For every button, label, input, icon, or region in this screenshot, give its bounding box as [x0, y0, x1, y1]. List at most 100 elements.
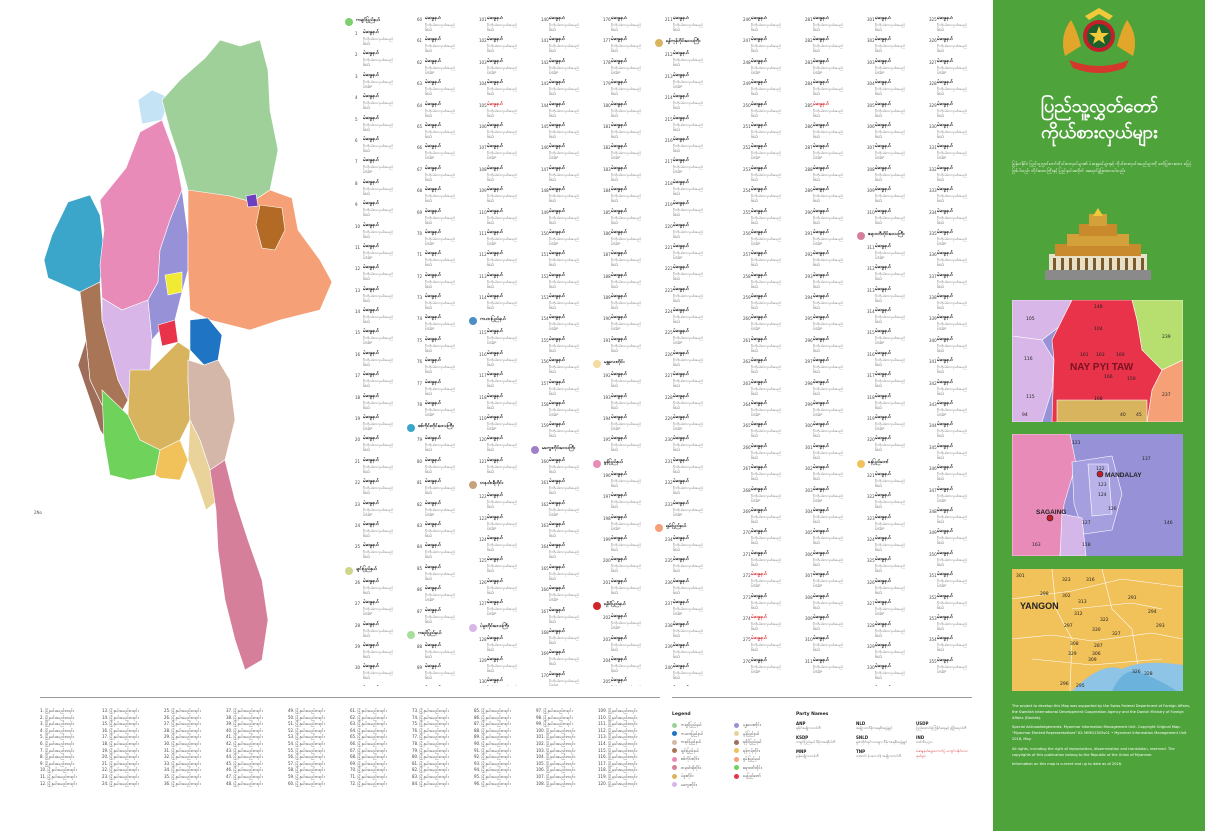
party-code: USDP	[916, 721, 929, 726]
constituency-number: 205	[603, 679, 611, 685]
constituency-name: မဲဆန္ဒနယ်	[363, 158, 379, 164]
constituency-number: 314	[867, 309, 875, 315]
candidate-name: ဦးကိုယ်စားလှယ်အမည်	[549, 365, 580, 370]
constituency-entry: 183 မဲဆန္ဒနယ် ဦးကိုယ်စားလှယ်အမည် NLD	[593, 166, 655, 185]
constituency-name: မဲဆန္ဒနယ်	[611, 471, 627, 477]
constituency-name: မဲဆန္ဒနယ်	[425, 58, 441, 64]
party-code: NLD	[813, 220, 821, 225]
candidate-name: ဦးကိုယ်စားလှယ်အမည်	[751, 279, 782, 284]
constituency-number: 193	[603, 394, 611, 400]
constituency-entry: 330 မဲဆန္ဒနယ် ဦးကိုယ်စားလှယ်အမည် NLD	[857, 664, 919, 683]
constituency-number: 163	[541, 522, 549, 528]
township-index-item: 45. မြို့နယ်အမည်စာရင်း	[226, 760, 263, 766]
constituency-number: 21	[355, 458, 361, 464]
candidate-name: ဦးကိုယ်စားလှယ်အမည်	[549, 44, 580, 49]
constituency-number: 330	[867, 665, 875, 671]
region-dot	[345, 566, 353, 575]
constituency-number: 216	[665, 137, 673, 143]
candidate-name: ဦးကိုယ်စားလှယ်အမည်	[363, 79, 394, 84]
constituency-name: မဲဆန္ဒနယ်	[937, 550, 953, 556]
constituency-entry: 124 မဲဆန္ဒနယ် ဦးကိုယ်စားလှယ်အမည် NLD	[469, 536, 531, 555]
candidate-name: ဦးကိုယ်စားလှယ်အမည်	[611, 621, 642, 626]
township-index-item: 99. မြို့နယ်အမည်စာရင်း	[536, 721, 573, 727]
candidate-name: ဦးကိုယ်စားလှယ်အမည်	[937, 108, 968, 113]
constituency-name: မဲဆန္ဒနယ်	[813, 443, 829, 449]
constituency-name: မဲဆန္ဒနယ်	[875, 514, 891, 520]
candidate-name: ဦးကိုယ်စားလှယ်အမည်	[937, 365, 968, 370]
intro-paragraph: မြန်မာနိုင်ငံ ပြည်သူ့လွှတ်တော်ကိုယ်စားလှ…	[1012, 161, 1192, 173]
township-index: 1. မြို့နယ်အမည်စာရင်း 2. မြို့နယ်အမည်စာရင…	[40, 708, 660, 798]
constituency-number: 286	[805, 123, 813, 129]
candidate-name: ဦးကိုယ်စားလှယ်အမည်	[611, 400, 642, 405]
candidate-name: ဦးကိုယ်စားလှယ်အမည်	[813, 236, 844, 241]
constituency-entry: 293 မဲဆန္ဒနယ် ဦးကိုယ်စားလှယ်အမည် NLD	[795, 273, 857, 292]
region-heading: စစ်ကိုင်းတိုင်းဒေသကြီး	[407, 422, 469, 436]
candidate-name: ဦးကိုယ်စားလှယ်အမည်	[363, 315, 394, 320]
inset-constituency-number: 329	[1068, 651, 1077, 657]
township-index-item: 34. မြို့နယ်အမည်စာရင်း	[164, 767, 201, 773]
constituency-entry: 306 မဲဆန္ဒနယ် ဦးကိုယ်စားလှယ်အမည် NLD	[857, 123, 919, 142]
constituency-entry: 232 မဲဆန္ဒနယ် ဦးကိုယ်စားလှယ်အမည် NLD	[655, 479, 717, 498]
constituency-entry: 218 မဲဆန္ဒနယ် ဦးကိုယ်စားလှယ်အမည် NLD	[655, 180, 717, 199]
region-yangon	[154, 439, 189, 481]
candidate-name: ဦးကိုယ်စားလှယ်အမည်	[813, 44, 844, 49]
constituency-entry: 189 မဲဆန္ဒနယ် ဦးကိုယ်စားလှယ်အမည် NLD	[593, 294, 655, 313]
constituency-entry: 292 မဲဆန္ဒနယ် ဦးကိုယ်စားလှယ်အမည် NLD	[795, 251, 857, 270]
party-code: NLD	[813, 370, 821, 375]
constituency-number: 303	[867, 59, 875, 65]
inset-constituency-number: 239	[1162, 334, 1171, 340]
party-code: NLD	[673, 277, 681, 282]
candidate-name: ဦးကိုယ်စားလှယ်အမည်	[751, 236, 782, 241]
constituency-entry: 101 မဲဆန္ဒနယ် ဦးကိုယ်စားလှယ်အမည် NLD	[469, 16, 531, 35]
constituency-name: မဲဆန္ဒနယ်	[875, 16, 891, 21]
candidate-name: ဦးကိုယ်စားလှယ်အမည်	[487, 65, 518, 70]
legend-label: ရန်ကုန်တိုင်း	[743, 747, 760, 753]
constituency-name: မဲဆန္ဒနယ်	[751, 443, 767, 449]
candidate-name: ဦးကိုယ်စားလှယ်အမည်	[875, 628, 906, 633]
party-code: NLD	[549, 306, 557, 311]
constituency-entry: 329 မဲဆန္ဒနယ် ဦးကိုယ်စားလှယ်အမည် NLD	[857, 643, 919, 662]
constituency-name: မဲဆန္ဒနယ်	[875, 600, 891, 606]
party-code: NLD	[875, 220, 883, 225]
party-code: USDP	[937, 413, 947, 418]
candidate-name: ဦးကိုယ်စားလှယ်အမည်	[673, 400, 704, 405]
party-code: NLD	[363, 127, 371, 132]
constituency-name: မဲဆန္ဒနယ်	[611, 251, 627, 257]
constituency-name: မဲဆန္ဒနယ်	[549, 671, 565, 677]
constituency-entry: 140 မဲဆန္ဒနယ် ဦးကိုယ်စားလှယ်အမည် NLD	[531, 16, 593, 35]
candidate-name: ဦးကိုယ်စားလှယ်အမည်	[611, 301, 642, 306]
inset-constituency-number: 45	[1136, 412, 1142, 418]
constituency-entry: 345 မဲဆန္ဒနယ် ဦးကိုယ်စားလှယ်အမည် NLD	[919, 444, 975, 463]
constituency-number: 215	[665, 116, 673, 122]
party-code: USDP	[487, 241, 497, 246]
constituency-name: မဲဆန္ဒနယ်	[937, 657, 953, 663]
constituency-number: 309	[867, 188, 875, 194]
constituency-number: 342	[929, 380, 937, 386]
party-code: NLD	[673, 106, 681, 111]
constituency-number: 324	[867, 536, 875, 542]
inset-constituency-number: 309	[1088, 657, 1097, 663]
constituency-entry: 235 မဲဆန္ဒနယ် ဦးကိုယ်စားလှယ်အမည် NLD	[655, 557, 717, 576]
candidate-name: ဦးကိုယ်စားလှယ်အမည်	[875, 65, 906, 70]
region-heading-label: မန္တလေးတိုင်း	[604, 360, 625, 366]
party-code: USDP	[425, 156, 435, 161]
constituency-number: 30	[355, 665, 361, 671]
constituency-name: မဲဆန္ဒနယ်	[425, 315, 441, 321]
constituency-entry: 222 မဲဆန္ဒနယ် ဦးကိုယ်စားလှယ်အမည် NLD	[655, 265, 717, 284]
constituency-number: 23	[355, 501, 361, 507]
constituency-number: 62	[417, 59, 423, 65]
township-index-item: 103. မြို့နယ်အမည်စာရင်း	[536, 747, 575, 753]
constituency-entry: 310 မဲဆန္ဒနယ် ဦးကိုယ်စားလှယ်အမည် NLD	[857, 209, 919, 228]
party-code: NLD	[875, 405, 883, 410]
constituency-name: မဲဆန္ဒနယ်	[549, 165, 565, 171]
constituency-name: မဲဆန္ဒနယ်	[813, 165, 829, 171]
constituency-entry: 258 မဲဆန္ဒနယ် ဦးကိုယ်စားလှယ်အမည် NLD	[733, 273, 795, 292]
constituency-number: 350	[929, 551, 937, 557]
constituency-number: 313	[867, 287, 875, 293]
region-dot	[469, 481, 477, 490]
township-index-item: 42. မြို့နယ်အမည်စာရင်း	[226, 740, 263, 746]
inset-constituency-number: 323	[1062, 577, 1071, 583]
constituency-number: 261	[743, 337, 751, 343]
constituency-entry: 301 မဲဆန္ဒနယ် ဦးကိုယ်စားလှယ်အမည် NLD	[795, 444, 857, 463]
